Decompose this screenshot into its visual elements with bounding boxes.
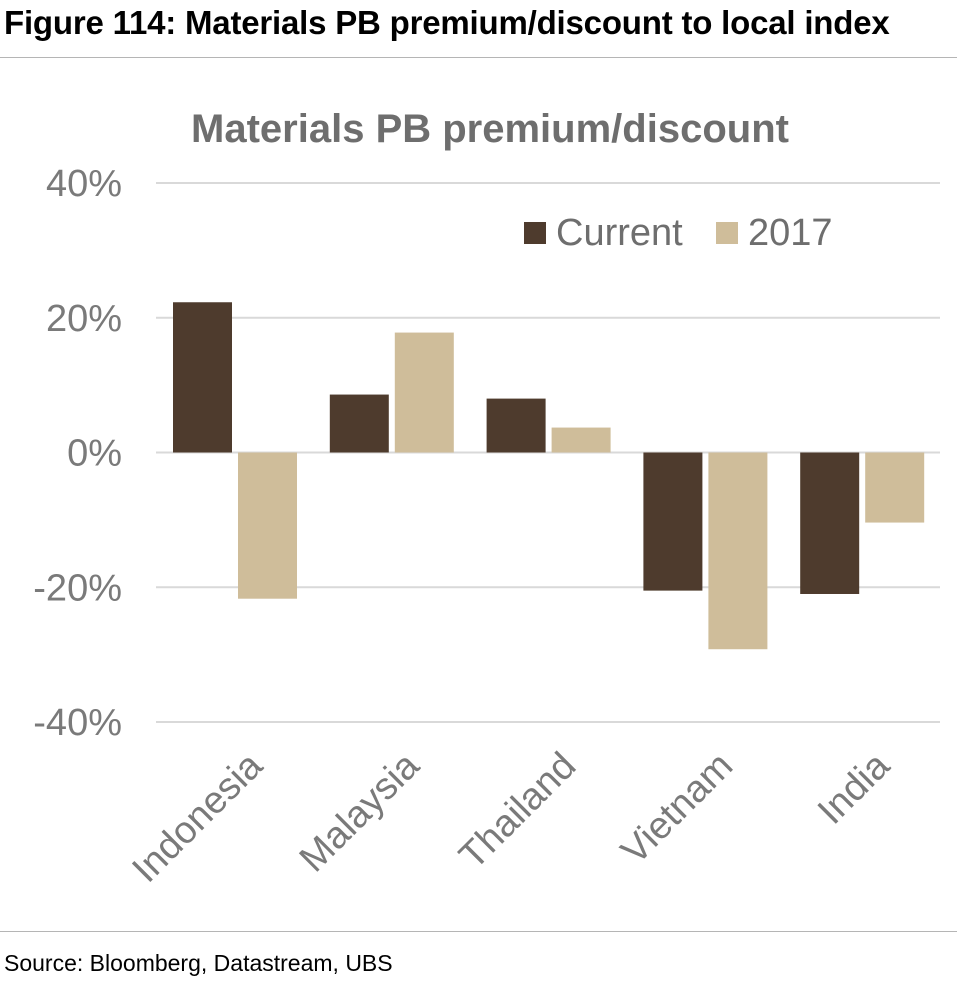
y-tick-label: -40% <box>33 702 122 744</box>
category-label: Thailand <box>452 745 585 878</box>
bar-india-current <box>800 452 860 594</box>
chart-title: Materials PB premium/discount <box>191 107 789 151</box>
y-tick-label: 0% <box>67 433 122 475</box>
bar-india-2017 <box>865 452 925 523</box>
bar-chart: Materials PB premium/discount 40% 20% 0% -2… <box>33 107 940 891</box>
y-tick-label: -20% <box>33 567 122 609</box>
source-note: Source: Bloomberg, Datastream, UBS <box>4 950 393 976</box>
bar-thailand-current <box>486 398 546 453</box>
top-divider <box>0 57 957 58</box>
bars <box>173 302 925 650</box>
bar-indonesia-2017 <box>238 452 297 599</box>
bar-vietnam-2017 <box>708 452 768 650</box>
legend-swatch-current <box>524 222 546 244</box>
category-label: Vietnam <box>613 745 741 873</box>
legend-swatch-2017 <box>716 222 738 244</box>
category-label: India <box>810 744 899 833</box>
bar-malaysia-current <box>329 394 389 453</box>
figure-title: Figure 114: Materials PB premium/discoun… <box>4 4 890 41</box>
category-label: Malaysia <box>292 744 428 880</box>
legend-label-2017: 2017 <box>748 212 833 254</box>
x-axis-categories: Indonesia Malaysia Thailand Vietnam India <box>125 744 899 891</box>
category-label: Indonesia <box>125 744 272 891</box>
bar-thailand-2017 <box>551 427 611 453</box>
y-axis-ticks: 40% 20% 0% -20% -40% <box>33 163 122 744</box>
legend: Current 2017 <box>524 212 833 254</box>
bar-vietnam-current <box>643 452 703 591</box>
bar-indonesia-current <box>173 302 232 453</box>
bar-malaysia-2017 <box>394 332 454 453</box>
legend-label-current: Current <box>556 212 683 254</box>
bottom-divider <box>0 931 957 932</box>
y-tick-label: 40% <box>46 163 122 205</box>
y-tick-label: 20% <box>46 298 122 340</box>
